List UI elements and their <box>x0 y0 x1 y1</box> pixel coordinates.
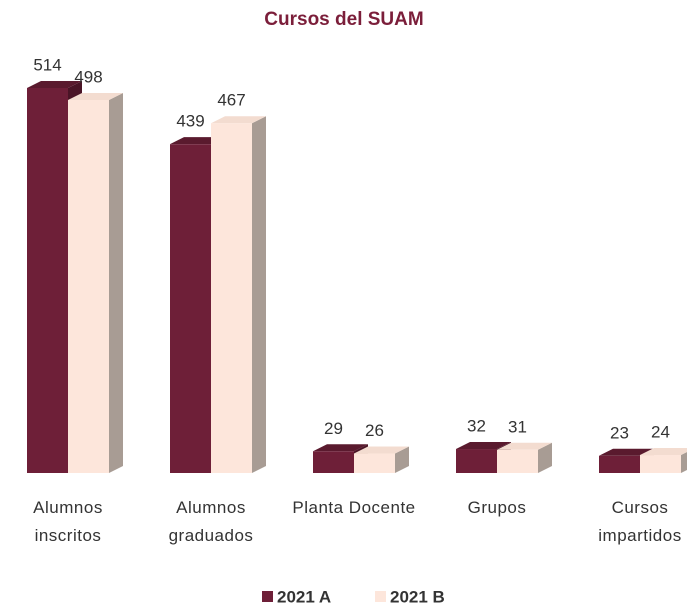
x-tick-label: Planta Docente <box>292 498 416 517</box>
bar <box>456 449 497 473</box>
bar <box>640 455 681 473</box>
value-label: 32 <box>467 417 486 436</box>
bar-top <box>211 116 266 124</box>
bar <box>497 449 538 473</box>
chart-title: Cursos del SUAM <box>264 9 423 30</box>
x-tick-label: Grupos <box>467 498 527 517</box>
value-label: 24 <box>651 423 670 442</box>
value-label: 29 <box>324 419 343 438</box>
bar-side <box>538 442 552 473</box>
value-label: 498 <box>74 67 102 86</box>
value-label: 467 <box>217 91 245 110</box>
bar-top <box>599 448 654 456</box>
legend-label: 2021 A <box>277 587 331 606</box>
bar-top <box>313 444 368 452</box>
x-tick-label: Alumnos graduados <box>168 498 254 545</box>
bar-top <box>27 81 82 88</box>
bar <box>170 144 211 473</box>
bar-side <box>252 116 266 473</box>
bar <box>27 88 68 473</box>
bar-side <box>681 452 687 473</box>
value-label: 514 <box>33 55 61 74</box>
bar-top <box>640 448 687 456</box>
value-label: 23 <box>610 423 629 442</box>
bar-top <box>354 446 409 454</box>
legend-swatch <box>375 591 386 602</box>
x-tick-label: Cursos impartidos <box>598 498 682 545</box>
legend-label: 2021 B <box>390 587 445 606</box>
legend-swatch <box>262 591 273 602</box>
bar <box>313 451 354 473</box>
bar-top <box>497 442 552 450</box>
value-label: 26 <box>365 421 384 440</box>
value-label: 31 <box>508 417 527 436</box>
bar-top <box>456 442 511 450</box>
bar <box>354 453 395 473</box>
bar <box>68 99 109 473</box>
bar-side <box>109 92 123 473</box>
x-tick-label: Alumnos inscritos <box>33 498 103 545</box>
value-label: 439 <box>176 112 204 131</box>
bar-side <box>395 446 409 473</box>
bar <box>599 455 640 473</box>
bar <box>211 123 252 473</box>
bar-top <box>68 92 123 100</box>
